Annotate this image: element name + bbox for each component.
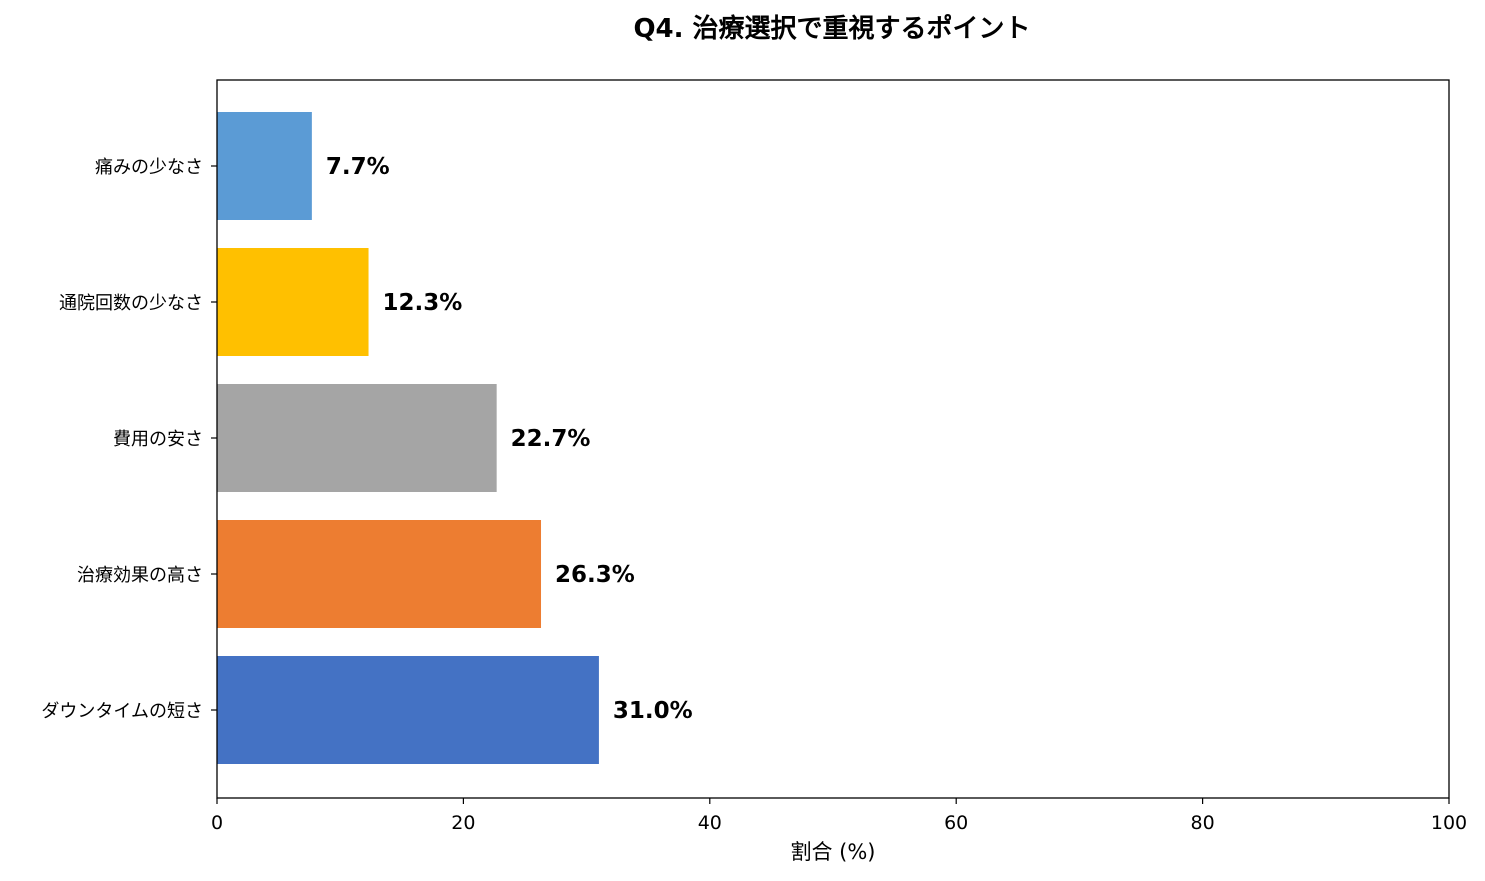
x-axis-label: 割合 (%) bbox=[790, 840, 875, 864]
bar-3 bbox=[217, 520, 542, 628]
bar-4 bbox=[217, 656, 599, 764]
y-tick-label: ダウンタイムの短さ bbox=[41, 701, 203, 722]
y-tick-label: 費用の安さ bbox=[113, 429, 203, 450]
x-tick-label: 80 bbox=[1191, 812, 1215, 834]
y-tick-label: 治療効果の高さ bbox=[77, 565, 203, 586]
x-tick-label: 0 bbox=[211, 812, 223, 834]
plot-frame bbox=[216, 79, 1450, 799]
data-label: 31.0% bbox=[613, 698, 693, 724]
bar-0 bbox=[217, 112, 312, 220]
data-label: 22.7% bbox=[511, 426, 591, 452]
x-tick-label: 60 bbox=[944, 812, 968, 834]
data-label: 7.7% bbox=[326, 154, 390, 180]
data-label: 26.3% bbox=[555, 562, 635, 588]
x-tick-label: 20 bbox=[451, 812, 475, 834]
x-tick-label: 40 bbox=[698, 812, 722, 834]
x-tick-label: 100 bbox=[1431, 812, 1467, 834]
data-label: 12.3% bbox=[383, 290, 463, 316]
bar-2 bbox=[217, 384, 497, 492]
bar-1 bbox=[217, 248, 369, 356]
y-tick-label: 痛みの少なさ bbox=[95, 157, 203, 178]
y-tick-label: 通院回数の少なさ bbox=[59, 293, 203, 314]
plot-area: 痛みの少なさ 7.7% 通院回数の少なさ 12.3% 費用の安さ 22.7% 治療効果の高さ… bbox=[41, 112, 1467, 834]
chart-title: Q4. 治療選択で重視するポイント bbox=[633, 13, 1030, 44]
